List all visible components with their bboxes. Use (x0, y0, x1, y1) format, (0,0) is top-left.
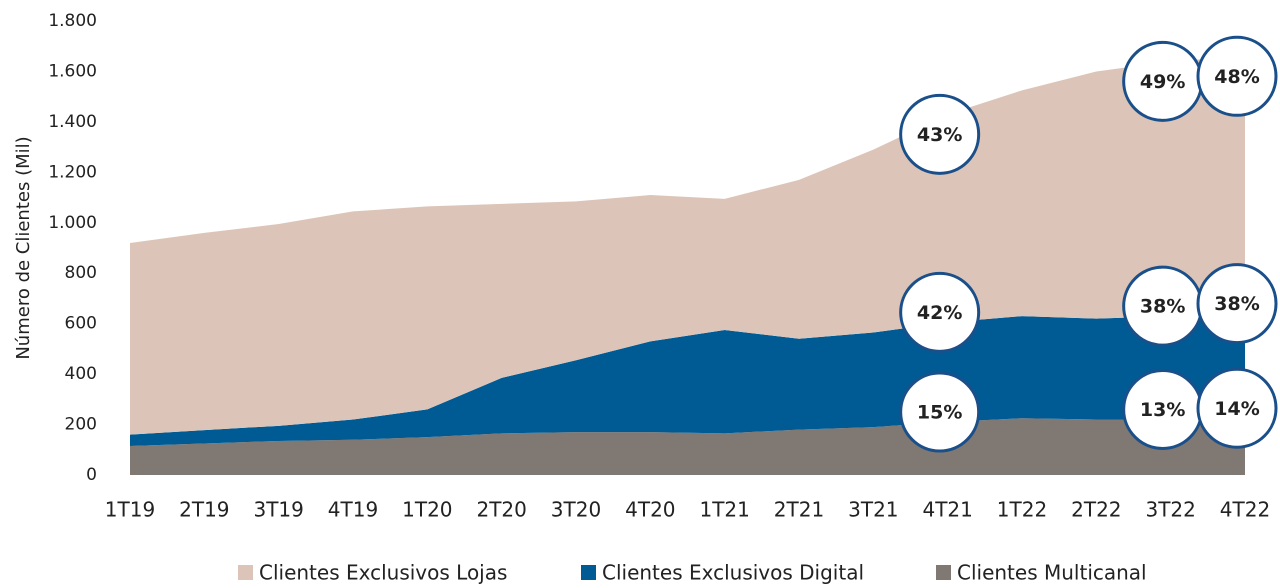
y-tick-label: 200 (65, 415, 97, 435)
annotation-label: 49% (1140, 71, 1185, 93)
x-tick-label: 1T20 (402, 498, 452, 522)
annotation: 15% (899, 371, 981, 453)
annotation: 13% (1122, 369, 1204, 451)
x-tick-label: 4T22 (1220, 498, 1270, 522)
x-tick-label: 1T22 (997, 498, 1047, 522)
y-tick-label: 1.600 (48, 61, 97, 81)
y-tick-label: 1.000 (48, 213, 97, 233)
annotation-label: 38% (1214, 293, 1259, 315)
x-tick-label: 1T21 (699, 498, 749, 522)
x-tick-label: 2T22 (1071, 498, 1121, 522)
legend-label: Clientes Multicanal (957, 561, 1147, 585)
annotation-label: 48% (1214, 66, 1259, 88)
legend-label: Clientes Exclusivos Lojas (259, 561, 507, 585)
annotation-circle (899, 93, 981, 175)
annotation-circle (1196, 263, 1278, 345)
y-tick-label: 800 (65, 263, 97, 283)
y-tick-label: 600 (65, 314, 97, 334)
y-tick-label: 400 (65, 364, 97, 384)
annotation-circle (899, 371, 981, 453)
x-tick-label: 4T20 (625, 498, 675, 522)
legend-swatch (238, 565, 253, 580)
x-tick-label: 3T20 (551, 498, 601, 522)
annotation-label: 43% (917, 124, 962, 146)
annotation-label: 15% (917, 402, 962, 424)
annotation: 38% (1196, 263, 1278, 345)
annotation: 49% (1122, 40, 1204, 122)
x-tick-label: 3T19 (253, 498, 303, 522)
annotation-circle (1196, 367, 1278, 449)
x-tick-label: 3T22 (1145, 498, 1195, 522)
annotation-label: 38% (1140, 296, 1185, 318)
x-tick-label: 2T19 (179, 498, 229, 522)
annotation: 48% (1196, 35, 1278, 117)
y-tick-label: 1.800 (48, 11, 97, 31)
legend-label: Clientes Exclusivos Digital (602, 561, 864, 585)
x-tick-label: 4T19 (328, 498, 378, 522)
annotation: 14% (1196, 367, 1278, 449)
y-tick-label: 1.200 (48, 162, 97, 182)
annotation: 38% (1122, 265, 1204, 347)
legend-swatch (936, 565, 951, 580)
annotation: 43% (899, 93, 981, 175)
x-tick-label: 2T21 (774, 498, 824, 522)
annotation: 42% (899, 271, 981, 353)
annotation-label: 14% (1214, 398, 1259, 420)
x-tick-label: 2T20 (476, 498, 526, 522)
y-tick-label: 0 (86, 465, 97, 485)
annotation-circle (1196, 35, 1278, 117)
x-tick-label: 1T19 (105, 498, 155, 522)
annotation-circle (899, 271, 981, 353)
annotation-label: 13% (1140, 399, 1185, 421)
y-tick-label: 1.400 (48, 112, 97, 132)
y-axis-label: Número de Clientes (Mil) (13, 136, 34, 359)
x-tick-label: 3T21 (848, 498, 898, 522)
legend-swatch (581, 565, 596, 580)
annotation-label: 42% (917, 302, 962, 324)
x-tick-label: 4T21 (922, 498, 972, 522)
